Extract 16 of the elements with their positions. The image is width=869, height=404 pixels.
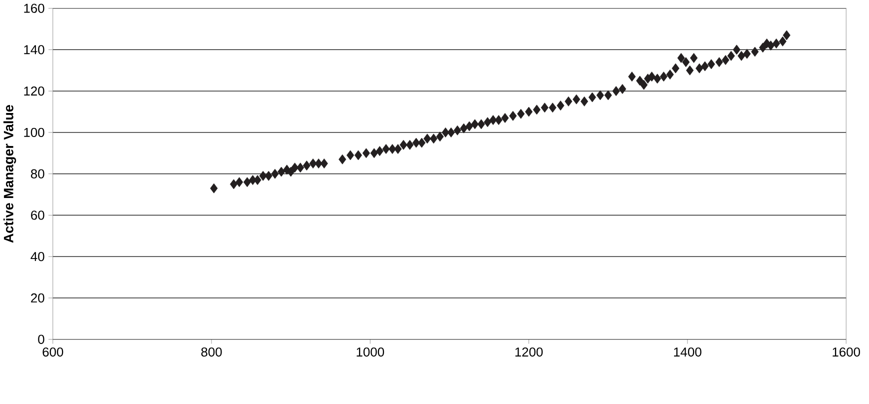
- y-tick-label: 160: [24, 4, 44, 13]
- y-tick-label: 140: [24, 45, 44, 54]
- y-tick-label: 0: [38, 334, 44, 344]
- y-tick-label: 80: [30, 169, 44, 179]
- x-tick-label: 1400: [674, 348, 702, 357]
- x-tick-label: 600: [42, 348, 64, 357]
- y-tick-label: 100: [24, 128, 44, 138]
- y-tick-label: 60: [31, 210, 44, 220]
- y-axis-title: Active Manager Value: [3, 105, 16, 243]
- y-tick-label: 120: [24, 86, 44, 96]
- y-tick-label: 20: [31, 293, 44, 303]
- x-tick-label: 800: [201, 348, 222, 357]
- y-tick-label: 40: [30, 252, 44, 262]
- x-tick-label: 1000: [356, 348, 384, 357]
- x-tick-label: 1600: [832, 348, 860, 357]
- x-tick-label: 1200: [515, 348, 543, 357]
